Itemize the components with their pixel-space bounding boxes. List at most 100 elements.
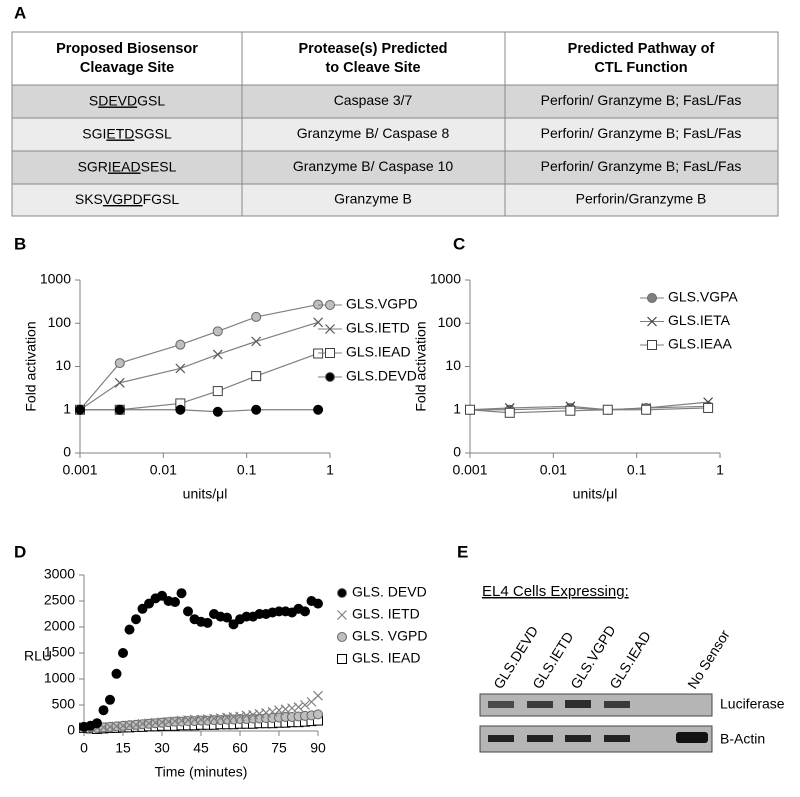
table-row: [11, 117, 779, 152]
site-motif: IEAD: [108, 158, 141, 174]
x-tick-label: 0.01: [150, 462, 177, 478]
marker: [111, 668, 122, 679]
marker: [602, 404, 613, 415]
x-axis-label: Time (minutes): [155, 764, 248, 780]
legend-label: GLS.IETA: [668, 312, 731, 328]
table-cell: Perforin/ Granzyme B; FasL/Fas: [541, 92, 742, 108]
table-cell: Perforin/ Granzyme B; FasL/Fas: [541, 158, 742, 174]
marker: [465, 404, 475, 415]
site-prefix: SGR: [78, 158, 108, 174]
header-cell: Proposed Biosensor: [56, 41, 198, 57]
y-tick-label: 1: [453, 400, 461, 416]
marker: [703, 402, 714, 413]
marker: [313, 709, 323, 720]
y-axis-label: Fold activation: [413, 321, 429, 411]
marker: [75, 404, 85, 415]
legend-label: GLS.DEVD: [346, 368, 417, 384]
table: Proposed Biosensor Cleavage Site Proteas…: [11, 31, 779, 217]
table-cell: SGRIEADSESL: [78, 158, 177, 174]
row-label: B-Actin: [720, 731, 765, 747]
x-tick-label: 0.1: [237, 462, 257, 478]
marker: [293, 702, 304, 713]
legend-marker: [337, 610, 347, 620]
y-tick-label: 2500: [44, 592, 75, 608]
band: [527, 701, 553, 708]
chart: C 0 1 10 100 1000 0.001 0.01 0.1 1 units/μl Fold ac…: [413, 234, 739, 501]
y-tick-label: 500: [52, 696, 76, 712]
legend-label: GLS.VGPD: [346, 296, 418, 312]
x-tick-label: 60: [232, 740, 248, 756]
table-cell: Caspase 3/7: [334, 92, 413, 108]
marker: [202, 617, 213, 628]
marker: [176, 588, 187, 599]
x-tick-label: 15: [115, 740, 131, 756]
legend-marker: [337, 654, 347, 664]
marker: [175, 363, 186, 374]
band: [488, 735, 514, 742]
site-motif: ETD: [106, 125, 134, 141]
x-tick-label: 0.001: [452, 462, 487, 478]
marker: [118, 648, 128, 658]
gel-strip: [479, 725, 713, 753]
marker: [98, 705, 109, 716]
site-prefix: SKS: [75, 191, 103, 207]
table-cell: Perforin/ Granzyme B; FasL/Fas: [541, 125, 742, 141]
site-prefix: SGI: [82, 125, 106, 141]
x-tick-label: 45: [193, 740, 209, 756]
marker: [212, 406, 223, 417]
x-axis-label: units/μl: [183, 486, 228, 502]
panel-letter: B: [14, 234, 26, 253]
y-axis-label: RLU: [24, 648, 52, 664]
marker: [313, 317, 324, 328]
legend-label: GLS.IEAD: [346, 344, 411, 360]
header-cell: Protease(s) Predicted: [298, 41, 447, 57]
legend-label: GLS. DEVD: [352, 584, 427, 600]
marker: [170, 597, 180, 608]
y-tick-label: 2000: [44, 618, 75, 634]
table-cell: Granzyme B/ Caspase 8: [297, 125, 450, 141]
marker: [212, 326, 223, 337]
y-tick-label: 10: [55, 357, 71, 373]
x-tick-label: 1: [326, 462, 334, 478]
marker: [313, 598, 323, 609]
series-line: [80, 409, 319, 413]
series-line: [79, 321, 319, 411]
gel-title: EL4 Cells Expressing:: [482, 583, 629, 600]
x-tick-label: 90: [310, 740, 326, 756]
legend-label: GLS.IEAA: [668, 336, 732, 352]
y-tick-label: 1500: [44, 644, 75, 660]
legend-marker: [325, 324, 335, 334]
marker: [114, 404, 125, 415]
marker: [313, 690, 323, 701]
gel-strip: [479, 693, 713, 717]
marker: [251, 371, 262, 382]
header-row: [11, 31, 779, 86]
chart: D 0 500 1000 1500 2000 2500 3000 0 15 30 45 60 75 90 Ti…: [14, 542, 427, 779]
table-cell: Granzyme B: [334, 191, 412, 207]
x-tick-label: 0.1: [627, 462, 647, 478]
marker: [228, 619, 239, 630]
legend-label: GLS. VGPD: [352, 628, 427, 644]
marker: [565, 405, 576, 416]
marker: [144, 598, 154, 609]
panel-letter: A: [14, 3, 26, 22]
x-tick-label: 1: [716, 462, 724, 478]
table-cell: SGIETDSGSL: [82, 125, 172, 141]
table-body: SDEVDGSL Caspase 3/7 Perforin/ Granzyme B;…: [75, 92, 742, 207]
header-cell: CTL Function: [594, 60, 687, 76]
legend-label: GLS.VGPA: [668, 289, 738, 305]
x-tick-label: 0: [80, 740, 88, 756]
marker: [183, 606, 193, 617]
legend-marker: [325, 372, 335, 382]
panel-letter: E: [457, 542, 468, 561]
y-tick-label: 100: [438, 314, 462, 330]
site-motif: DEVD: [98, 92, 137, 108]
panel-letter: D: [14, 542, 26, 561]
marker: [251, 404, 262, 415]
marker: [157, 590, 167, 601]
marker: [114, 377, 125, 388]
y-tick-label: 3000: [44, 566, 75, 582]
site-motif: VGPD: [103, 191, 143, 207]
legend-marker: [337, 632, 347, 642]
series-line: [469, 401, 709, 411]
